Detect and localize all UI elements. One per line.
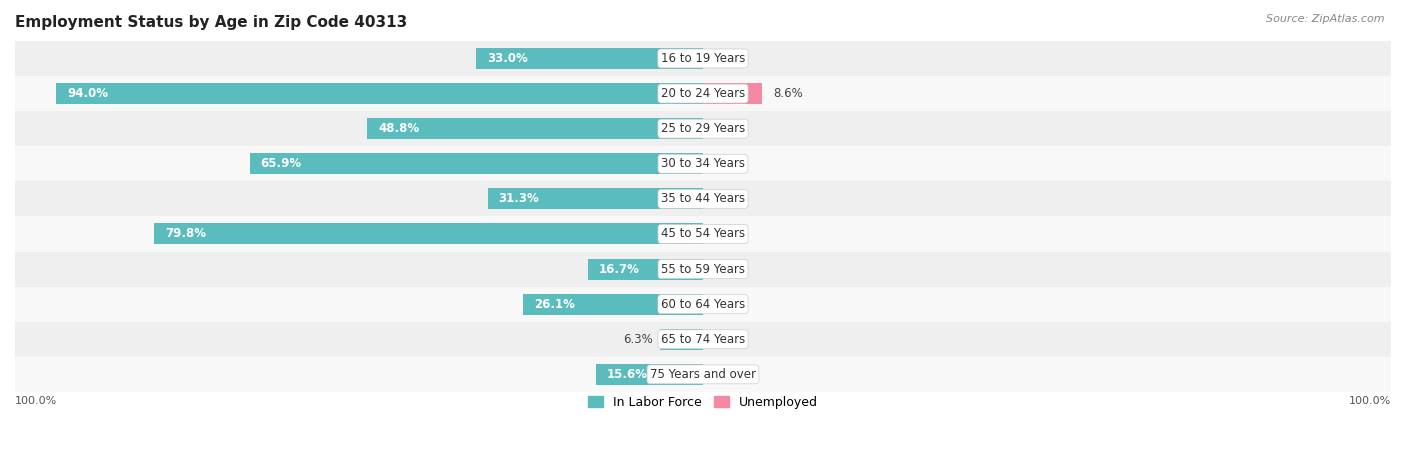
Text: 0.0%: 0.0% bbox=[714, 227, 744, 240]
Legend: In Labor Force, Unemployed: In Labor Force, Unemployed bbox=[583, 391, 823, 414]
Text: 35 to 44 Years: 35 to 44 Years bbox=[661, 193, 745, 205]
Text: 15.6%: 15.6% bbox=[606, 368, 648, 381]
Text: 30 to 34 Years: 30 to 34 Years bbox=[661, 157, 745, 170]
Bar bbox=[659, 329, 703, 350]
Bar bbox=[588, 258, 703, 280]
Bar bbox=[15, 111, 1391, 146]
Bar bbox=[523, 294, 703, 315]
Text: 0.0%: 0.0% bbox=[714, 52, 744, 65]
Bar bbox=[488, 189, 703, 209]
Text: 33.0%: 33.0% bbox=[486, 52, 527, 65]
Text: 100.0%: 100.0% bbox=[15, 396, 58, 406]
Text: 65.9%: 65.9% bbox=[260, 157, 302, 170]
Text: 0.0%: 0.0% bbox=[714, 298, 744, 311]
Bar bbox=[367, 118, 703, 139]
Text: 20 to 24 Years: 20 to 24 Years bbox=[661, 87, 745, 100]
Text: 94.0%: 94.0% bbox=[67, 87, 108, 100]
Text: 31.3%: 31.3% bbox=[499, 193, 540, 205]
Text: 100.0%: 100.0% bbox=[1348, 396, 1391, 406]
Text: 16 to 19 Years: 16 to 19 Years bbox=[661, 52, 745, 65]
Bar bbox=[15, 76, 1391, 111]
Text: 0.0%: 0.0% bbox=[714, 333, 744, 346]
Text: 25 to 29 Years: 25 to 29 Years bbox=[661, 122, 745, 135]
Text: 16.7%: 16.7% bbox=[599, 262, 640, 276]
Bar bbox=[596, 364, 703, 385]
Text: 0.0%: 0.0% bbox=[714, 122, 744, 135]
Bar bbox=[250, 153, 703, 174]
Bar bbox=[15, 286, 1391, 322]
Bar bbox=[703, 83, 762, 104]
Bar bbox=[477, 48, 703, 69]
Text: 79.8%: 79.8% bbox=[165, 227, 207, 240]
Text: 6.3%: 6.3% bbox=[623, 333, 652, 346]
Text: 45 to 54 Years: 45 to 54 Years bbox=[661, 227, 745, 240]
Text: 75 Years and over: 75 Years and over bbox=[650, 368, 756, 381]
Text: 48.8%: 48.8% bbox=[378, 122, 419, 135]
Bar bbox=[155, 223, 703, 244]
Bar bbox=[15, 252, 1391, 286]
Text: 55 to 59 Years: 55 to 59 Years bbox=[661, 262, 745, 276]
Text: Employment Status by Age in Zip Code 40313: Employment Status by Age in Zip Code 403… bbox=[15, 15, 408, 30]
Bar bbox=[56, 83, 703, 104]
Text: 8.6%: 8.6% bbox=[773, 87, 803, 100]
Text: 60 to 64 Years: 60 to 64 Years bbox=[661, 298, 745, 311]
Bar bbox=[15, 322, 1391, 357]
Bar bbox=[15, 41, 1391, 76]
Text: 0.0%: 0.0% bbox=[714, 157, 744, 170]
Text: 0.0%: 0.0% bbox=[714, 368, 744, 381]
Text: 0.0%: 0.0% bbox=[714, 262, 744, 276]
Bar bbox=[15, 216, 1391, 252]
Text: 26.1%: 26.1% bbox=[534, 298, 575, 311]
Text: 0.0%: 0.0% bbox=[714, 193, 744, 205]
Bar bbox=[15, 146, 1391, 181]
Bar bbox=[15, 181, 1391, 216]
Text: Source: ZipAtlas.com: Source: ZipAtlas.com bbox=[1267, 14, 1385, 23]
Text: 65 to 74 Years: 65 to 74 Years bbox=[661, 333, 745, 346]
Bar bbox=[15, 357, 1391, 392]
